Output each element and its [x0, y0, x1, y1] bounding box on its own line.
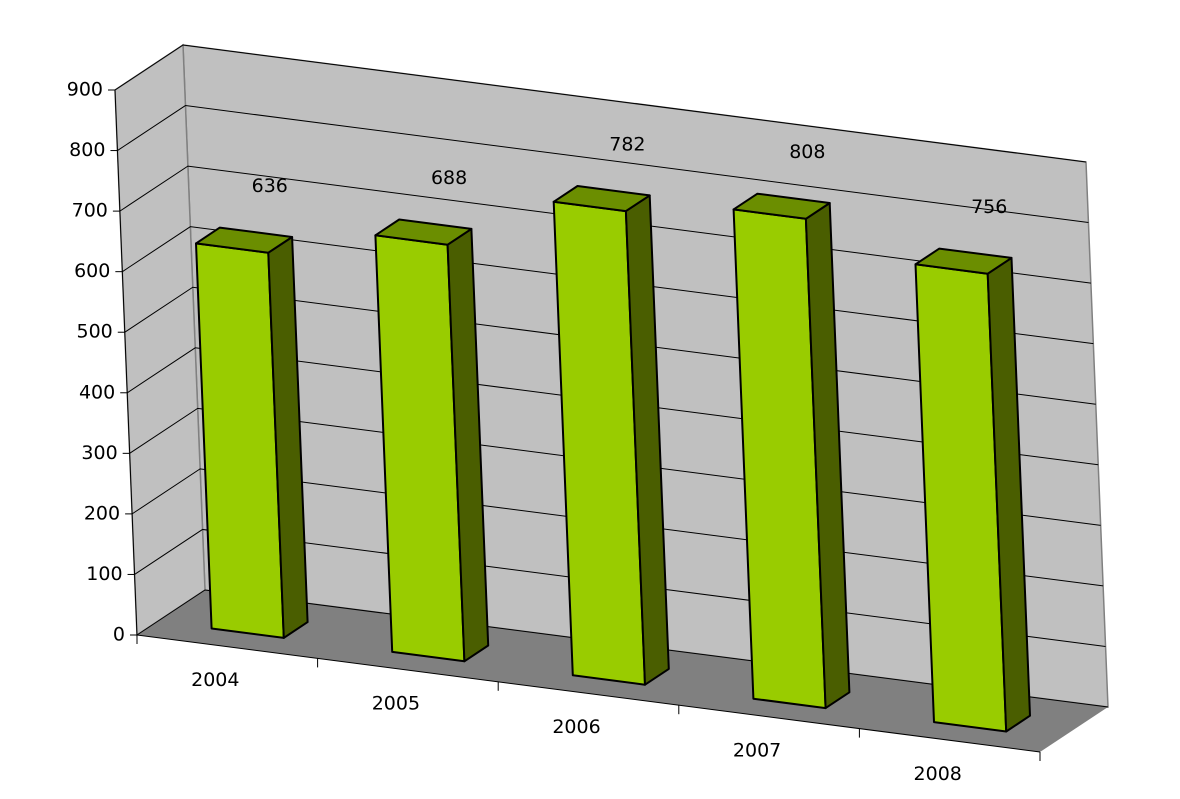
value-label: 688	[431, 167, 467, 189]
y-tick-label: 300	[81, 442, 117, 464]
value-label: 636	[252, 175, 288, 197]
x-tick-label: 2008	[914, 763, 962, 785]
value-label: 808	[789, 141, 825, 163]
bar-top	[374, 218, 473, 246]
bar-top	[552, 185, 651, 213]
grid-line	[117, 105, 1089, 224]
x-tick-label: 2004	[191, 669, 239, 691]
y-tick-label: 400	[79, 381, 115, 403]
value-label: 782	[609, 133, 645, 155]
x-tick-label: 2005	[372, 693, 420, 715]
y-tick-label: 700	[72, 200, 108, 222]
value-label: 756	[971, 196, 1007, 218]
y-tick-label: 100	[86, 563, 122, 585]
y-axis	[114, 89, 138, 636]
y-tick-label: 600	[74, 260, 110, 282]
y-tick-label: 500	[77, 321, 113, 343]
bar-top	[914, 247, 1013, 275]
y-tick-label: 0	[113, 624, 125, 646]
y-tick-label: 900	[67, 79, 103, 101]
x-axis	[136, 634, 1041, 753]
y-tick-label: 800	[69, 139, 105, 161]
grid-line	[114, 44, 1087, 163]
x-tick-label: 2006	[552, 716, 600, 738]
bar-top	[195, 226, 294, 254]
bar-top	[732, 192, 831, 220]
y-tick-label: 200	[84, 502, 120, 524]
x-tick-label: 2007	[733, 739, 781, 761]
